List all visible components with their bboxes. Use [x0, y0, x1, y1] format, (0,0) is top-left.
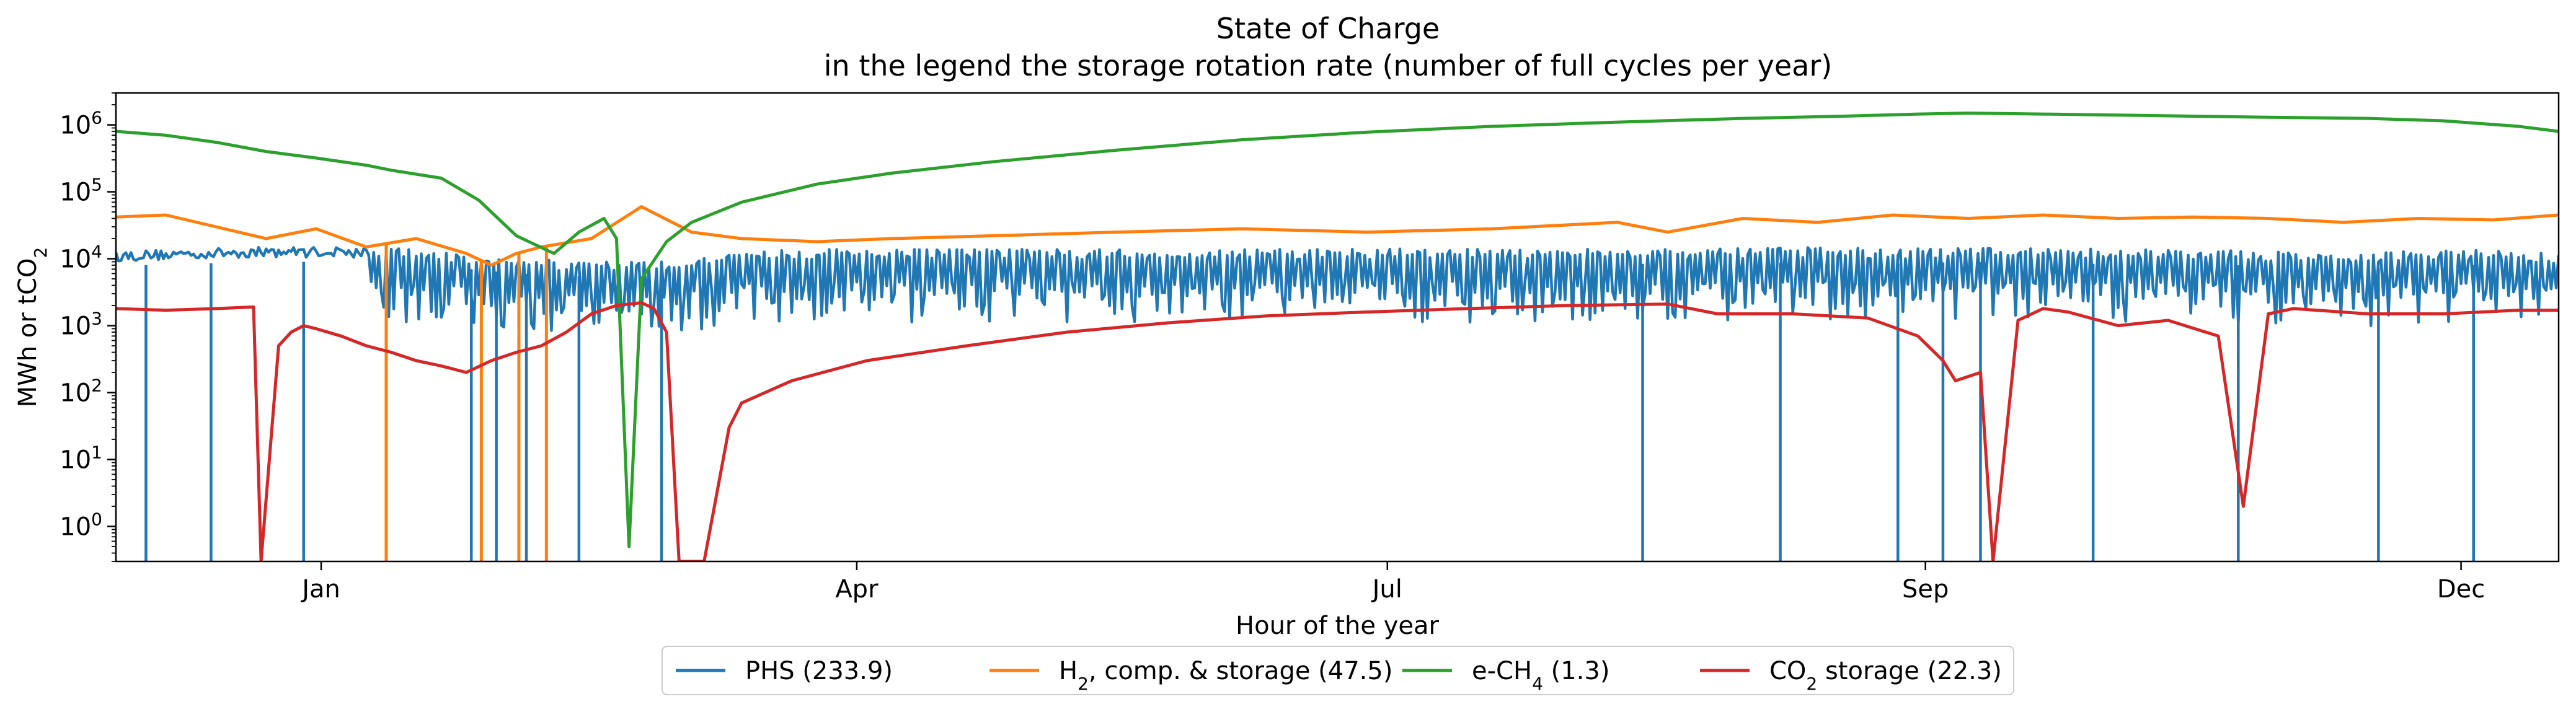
- y-tick-label: 103: [60, 309, 102, 341]
- plot-frame: [115, 92, 2560, 563]
- chart-subtitle: in the legend the storage rotation rate …: [824, 49, 1832, 82]
- y-axis: 100 101 102 103 104 105 106: [60, 92, 116, 562]
- y-tick-label: 101: [60, 442, 102, 475]
- x-tick-label: Apr: [835, 575, 879, 604]
- x-tick-label: Dec: [2437, 575, 2485, 604]
- series-line-phs: [116, 245, 2559, 332]
- y-axis-label: MWh or tCO2: [14, 247, 51, 408]
- x-axis-label: Hour of the year: [1236, 612, 1439, 640]
- legend-label: H2, comp. & storage (47.5): [1059, 657, 1392, 694]
- y-tick-label: 105: [60, 175, 102, 207]
- chart-title: State of Charge: [1216, 12, 1440, 45]
- legend-label: CO2 storage (22.3): [1769, 657, 2002, 694]
- legend: PHS (233.9) H2, comp. & storage (47.5) e-C…: [662, 646, 2014, 695]
- series-layer: [116, 112, 2559, 561]
- x-tick-label: Jan: [300, 575, 340, 604]
- x-tick-label: Jul: [1371, 575, 1402, 604]
- legend-label: PHS (233.9): [745, 657, 893, 685]
- x-tick-label: Sep: [1902, 575, 1949, 604]
- y-tick-label: 106: [60, 108, 102, 140]
- y-tick-label: 104: [60, 242, 102, 274]
- series-line-1: [116, 205, 2559, 267]
- y-tick-label: 100: [60, 509, 102, 542]
- x-axis: Jan Apr Jul Sep Dec: [300, 561, 2485, 604]
- plot-area: [115, 92, 2560, 563]
- legend-frame: [662, 646, 2014, 695]
- series-line-3: [116, 301, 2559, 561]
- series-line-2: [116, 112, 2559, 548]
- y-tick-label: 102: [60, 376, 102, 408]
- legend-label: e-CH4 (1.3): [1472, 657, 1609, 694]
